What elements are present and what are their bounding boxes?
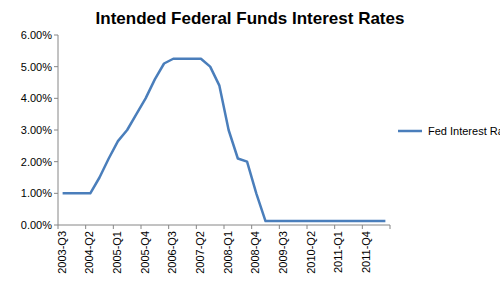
x-tick — [307, 225, 308, 229]
y-tick-label: 2.00% — [21, 156, 52, 168]
background — [0, 0, 500, 300]
y-tick-label: 4.00% — [21, 92, 52, 104]
x-tick — [85, 225, 86, 229]
title: Intended Federal Funds Interest Rates — [96, 9, 405, 28]
x-tick — [224, 225, 225, 229]
x-tick — [113, 225, 114, 229]
x-tick-label: 2006-Q3 — [166, 231, 178, 274]
y-tick-label: 1.00% — [21, 187, 52, 199]
x-tick-label: 2009-Q3 — [277, 231, 289, 274]
y-tick-label: 3.00% — [21, 124, 52, 136]
x-tick — [390, 225, 391, 229]
y-tick — [54, 66, 58, 67]
x-tick-label: 2007-Q2 — [194, 231, 206, 274]
x-tick-label: 2004-Q2 — [83, 231, 95, 274]
y-tick — [54, 130, 58, 131]
x-tick — [279, 225, 280, 229]
plot-area — [63, 59, 386, 221]
x-tick-label: 2005-Q4 — [139, 231, 151, 274]
x-tick — [334, 225, 335, 229]
chart: Intended Federal Funds Interest Rates 0.0… — [0, 0, 500, 300]
x-tick — [168, 225, 169, 229]
y-tick — [54, 225, 58, 226]
y-tick — [54, 98, 58, 99]
x-tick-label: 2005-Q1 — [111, 231, 123, 274]
y-tick-label: 0.00% — [21, 219, 52, 231]
legend-label: Fed Interest Rate — [428, 125, 500, 137]
x-tick — [141, 225, 142, 229]
x-tick-label: 2011-Q1 — [332, 231, 344, 273]
x-tick-label: 2008-Q1 — [222, 231, 234, 274]
line-series — [63, 59, 386, 221]
y-tick — [54, 161, 58, 162]
x-tick — [362, 225, 363, 229]
x-tick — [251, 225, 252, 229]
y-tick — [54, 193, 58, 194]
x-tick-label: 2008-Q4 — [249, 231, 261, 274]
x-tick-label: 2011-Q4 — [360, 231, 372, 273]
y-tick-label: 6.00% — [21, 29, 52, 41]
y-tick — [54, 35, 58, 36]
x-tick — [58, 225, 59, 229]
x-tick-label: 2003-Q3 — [56, 231, 68, 274]
legend-swatch — [398, 130, 422, 133]
x-tick — [196, 225, 197, 229]
x-tick-label: 2010-Q2 — [305, 231, 317, 274]
y-tick-label: 5.00% — [21, 61, 52, 73]
